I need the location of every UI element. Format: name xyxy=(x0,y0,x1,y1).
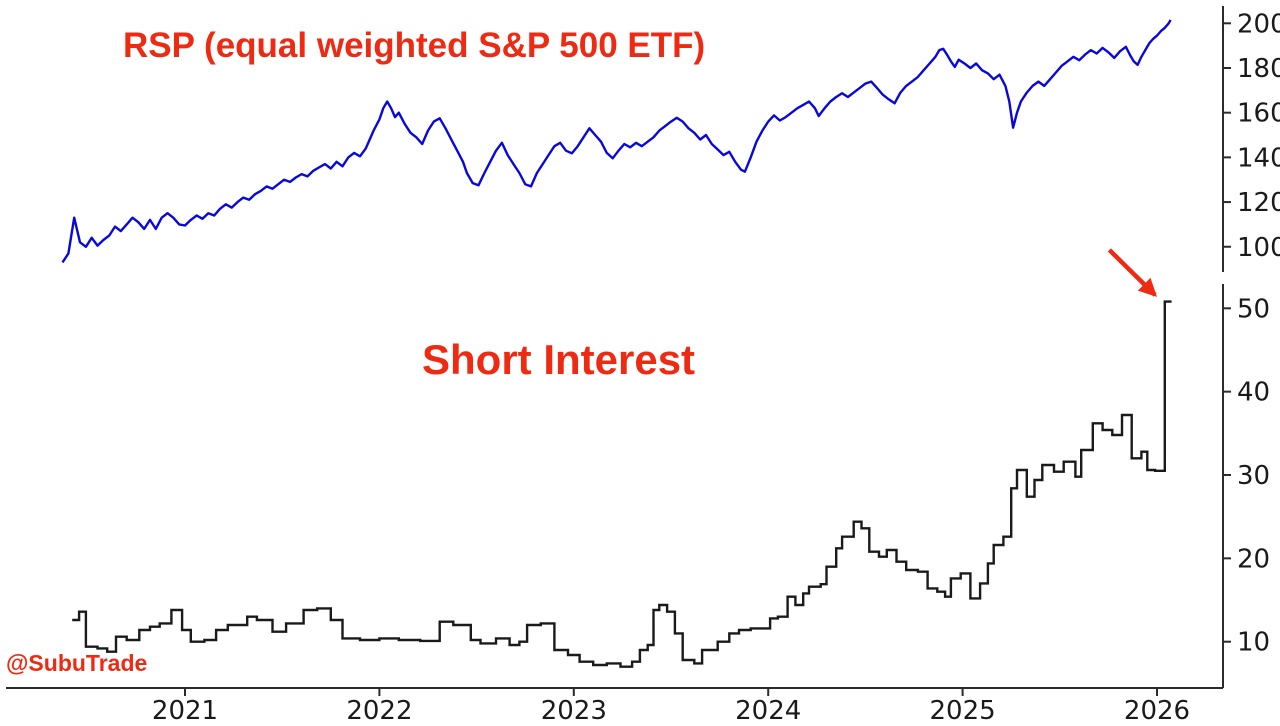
rsp-y-tick-label: 180 xyxy=(1237,54,1280,84)
watermark-handle: @SubuTrade xyxy=(6,650,148,676)
short-interest-y-tick-label: 30 xyxy=(1237,461,1270,491)
x-axis-tick-label: 2024 xyxy=(735,696,801,726)
rsp-panel-title: RSP (equal weighted S&P 500 ETF) xyxy=(123,26,706,65)
rsp-line xyxy=(61,19,1172,264)
short-interest-line xyxy=(72,300,1172,668)
annotation-arrow xyxy=(1107,248,1157,297)
rsp-y-tick-label: 160 xyxy=(1237,99,1280,129)
x-axis-tick-label: 2022 xyxy=(346,696,412,726)
annotation-layer xyxy=(1107,248,1157,297)
short-interest-y-tick-label: 50 xyxy=(1237,294,1270,324)
rsp-y-tick-label: 140 xyxy=(1237,143,1280,173)
x-axis-tick-label: 2023 xyxy=(541,696,607,726)
rsp-y-tick-label: 200 xyxy=(1237,9,1280,39)
x-axis-tick-label: 2026 xyxy=(1124,696,1190,726)
short-interest-y-tick-label: 40 xyxy=(1237,378,1270,408)
rsp-y-tick-label: 120 xyxy=(1237,188,1280,218)
short-interest-panel-title: Short Interest xyxy=(422,336,696,383)
rsp-y-tick-label: 100 xyxy=(1237,233,1280,263)
series-layer xyxy=(61,19,1172,668)
short-interest-y-tick-label: 10 xyxy=(1237,628,1270,658)
x-axis-tick-label: 2025 xyxy=(930,696,996,726)
x-axis-tick-label: 2021 xyxy=(152,696,218,726)
axes-layer: 100 120 140 160 180 200 10 20 30 40 50 2021 2022 2023… xyxy=(6,6,1280,726)
short-interest-y-tick-label: 20 xyxy=(1237,544,1270,574)
